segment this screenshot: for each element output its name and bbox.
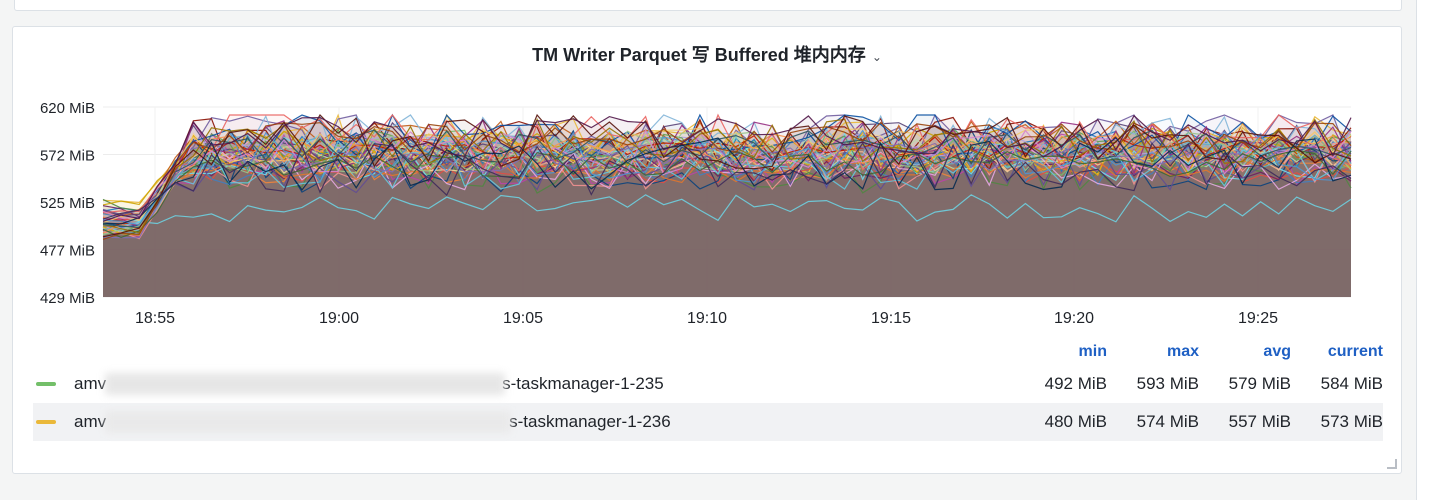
previous-panel-edge [14,0,1402,11]
legend-header-current[interactable]: current [1327,343,1383,360]
redaction-blur [105,373,505,395]
series-line[interactable] [102,194,1352,233]
series-line[interactable] [102,137,1352,229]
legend-row-235[interactable]: amv s-taskmanager-1-235 492 MiB 593 MiB 5… [33,365,1383,403]
panel-title[interactable]: TM Writer Parquet 写 Buffered 堆内内存 ⌄ [13,41,1401,67]
graph-panel: TM Writer Parquet 写 Buffered 堆内内存 ⌄ 620 M… [12,26,1402,474]
y-tick-label: 477 MiB [40,243,95,260]
x-tick-label: 19:00 [319,310,359,327]
legend-header-avg[interactable]: avg [1263,343,1291,360]
series-area [103,158,1351,297]
legend-stat-max: 593 MiB [1136,374,1199,393]
series-color-swatch[interactable] [36,382,56,386]
legend-stat-current: 573 MiB [1320,412,1383,431]
x-tick-label: 19:05 [503,310,543,327]
adjacent-panel-edge [1416,0,1444,500]
series-area [103,152,1351,297]
series-area [103,150,1351,297]
panel-title-text[interactable]: TM Writer Parquet 写 Buffered 堆内内存 [532,45,866,65]
series-area [103,132,1351,297]
series-area [103,137,1351,297]
legend-stat-min: 480 MiB [1044,412,1107,431]
legend-series-name[interactable]: amv s-taskmanager-1-236 [74,412,1015,432]
series-line[interactable] [102,121,1352,240]
legend-header: min max avg current [33,339,1383,365]
x-tick-label: 18:55 [135,310,175,327]
legend-series-name[interactable]: amv s-taskmanager-1-235 [74,374,1015,394]
series-line[interactable] [102,157,1352,218]
series-line[interactable] [102,142,1352,239]
series-name-prefix: amv [74,374,107,393]
series-line[interactable] [102,113,1352,238]
series-line[interactable] [102,142,1352,220]
chart-grid [103,106,1351,298]
legend-stat-min: 492 MiB [1044,374,1107,393]
series-area [103,142,1351,297]
series-color-swatch[interactable] [36,420,56,424]
legend-row-partial [33,441,1383,459]
redaction-blur [105,411,511,433]
y-tick-label: 429 MiB [40,290,95,307]
series-area [103,194,1351,297]
time-series-chart[interactable]: 620 MiB 572 MiB 525 MiB 477 MiB 429 MiB 18:5… [13,27,1401,327]
panel-resize-handle[interactable] [1387,459,1397,469]
chart-legend: min max avg current amv s-taskmanager-1-2… [33,339,1383,459]
series-area [103,142,1351,297]
y-tick-label: 572 MiB [40,148,95,165]
chevron-down-icon[interactable]: ⌄ [871,50,882,64]
x-tick-label: 19:25 [1238,310,1278,327]
x-axis-ticks: 18:55 19:00 19:05 19:10 19:15 19:20 19:25 [135,310,1278,327]
legend-stat-current: 584 MiB [1320,374,1383,393]
series-line[interactable] [102,117,1352,234]
legend-stat-max: 574 MiB [1136,412,1199,431]
series-line[interactable] [102,134,1352,232]
series-area [103,143,1351,297]
legend-row-236[interactable]: amv s-taskmanager-1-236 480 MiB 574 MiB 5… [33,403,1383,441]
y-tick-label: 525 MiB [40,195,95,212]
legend-header-min[interactable]: min [1078,343,1107,360]
legend-stat-avg: 579 MiB [1228,374,1291,393]
y-tick-label: 620 MiB [40,100,95,117]
series-line[interactable] [102,129,1352,229]
x-tick-label: 19:15 [871,310,911,327]
series-area [103,150,1351,297]
series-area [103,143,1351,297]
legend-stat-avg: 557 MiB [1228,412,1291,431]
legend-header-max[interactable]: max [1166,343,1199,360]
chart-series-lines [102,113,1352,240]
series-line[interactable] [103,119,1352,229]
series-name-suffix: s-taskmanager-1-235 [502,374,664,393]
series-name-suffix: s-taskmanager-1-236 [509,412,671,431]
series-line[interactable] [102,114,1352,222]
series-line[interactable] [102,136,1352,225]
x-tick-label: 19:10 [687,310,727,327]
x-tick-label: 19:20 [1054,310,1094,327]
series-name-prefix: amv [74,412,107,431]
y-axis-ticks: 620 MiB 572 MiB 525 MiB 477 MiB 429 MiB [40,100,95,307]
series-line[interactable] [102,142,1352,216]
